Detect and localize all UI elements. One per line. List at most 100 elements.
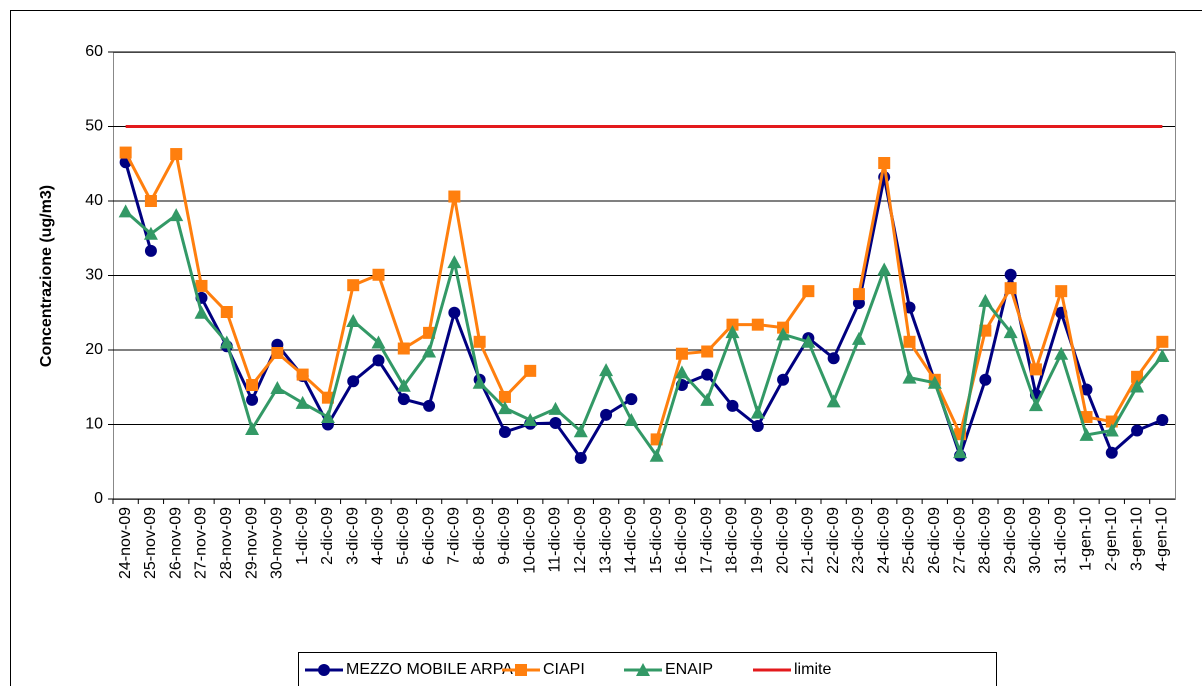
- data-point: [625, 393, 637, 405]
- data-point: [701, 369, 713, 381]
- x-tick-label: 24-nov-09: [117, 507, 134, 579]
- data-point: [1156, 336, 1168, 348]
- x-tick-label: 10-dic-09: [521, 507, 538, 574]
- legend-label: CIAPI: [543, 661, 585, 678]
- x-tick-label: 29-nov-09: [243, 507, 260, 579]
- y-tick-label: 50: [85, 118, 103, 135]
- data-point: [1005, 282, 1017, 294]
- x-tick-label: 26-dic-09: [926, 507, 943, 574]
- x-tick-label: 22-dic-09: [825, 507, 842, 574]
- data-point: [802, 285, 814, 297]
- x-tick-label: 30-nov-09: [269, 507, 286, 579]
- data-point: [398, 393, 410, 405]
- data-point: [1030, 363, 1042, 375]
- x-tick-label: 16-dic-09: [673, 507, 690, 574]
- data-point: [676, 348, 688, 360]
- x-tick-label: 14-dic-09: [623, 507, 640, 574]
- data-point: [246, 394, 258, 406]
- x-tick-label: 28-nov-09: [218, 507, 235, 579]
- x-tick-label: 9-dic-09: [496, 507, 513, 565]
- y-tick-label: 40: [85, 192, 103, 209]
- y-axis-label: Concentrazione (ug/m3): [38, 185, 55, 367]
- x-tick-label: 8-dic-09: [471, 507, 488, 565]
- data-point: [752, 420, 764, 432]
- x-tick-label: 19-dic-09: [749, 507, 766, 574]
- y-tick-label: 20: [85, 341, 103, 358]
- data-point: [196, 280, 208, 292]
- x-tick-label: 31-dic-09: [1052, 507, 1069, 574]
- legend-label: MEZZO MOBILE ARPA: [346, 661, 513, 678]
- legend-label: ENAIP: [665, 661, 713, 678]
- x-tick-label: 2-gen-10: [1103, 507, 1120, 571]
- x-tick-label: 28-dic-09: [977, 507, 994, 574]
- data-point: [727, 400, 739, 412]
- data-point: [170, 148, 182, 160]
- x-tick-label: 15-dic-09: [648, 507, 665, 574]
- x-tick-label: 4-dic-09: [370, 507, 387, 565]
- data-point: [828, 352, 840, 364]
- x-tick-label: 1-dic-09: [294, 507, 311, 565]
- x-tick-label: 25-nov-09: [142, 507, 159, 579]
- data-point: [524, 365, 536, 377]
- x-tick-label: 1-gen-10: [1078, 507, 1095, 571]
- x-tick-label: 17-dic-09: [698, 507, 715, 574]
- data-point: [474, 336, 486, 348]
- data-point: [221, 306, 233, 318]
- data-point: [398, 343, 410, 355]
- data-point: [246, 379, 258, 391]
- data-point: [499, 426, 511, 438]
- x-tick-label: 5-dic-09: [395, 507, 412, 565]
- x-tick-label: 25-dic-09: [901, 507, 918, 574]
- data-point: [904, 336, 916, 348]
- data-point: [550, 417, 562, 429]
- x-tick-label: 27-nov-09: [193, 507, 210, 579]
- data-point: [448, 307, 460, 319]
- data-point: [1106, 447, 1118, 459]
- data-point: [1156, 414, 1168, 426]
- data-point: [145, 195, 157, 207]
- data-point: [752, 319, 764, 331]
- y-tick-label: 10: [85, 416, 103, 433]
- x-tick-label: 13-dic-09: [597, 507, 614, 574]
- legend-marker: [515, 664, 527, 676]
- x-tick-label: 12-dic-09: [572, 507, 589, 574]
- data-point: [1131, 424, 1143, 436]
- x-tick-label: 2-dic-09: [319, 507, 336, 565]
- data-point: [1005, 269, 1017, 281]
- x-tick-label: 29-dic-09: [1002, 507, 1019, 574]
- data-point: [575, 452, 587, 464]
- data-point: [145, 245, 157, 257]
- x-tick-label: 18-dic-09: [724, 507, 741, 574]
- x-tick-label: 11-dic-09: [547, 507, 564, 573]
- data-point: [701, 345, 713, 357]
- data-point: [878, 157, 890, 169]
- legend-marker: [318, 664, 330, 676]
- y-tick-label: 30: [85, 267, 103, 284]
- y-tick-label: 60: [85, 43, 103, 60]
- y-tick-label: 0: [94, 490, 103, 507]
- data-point: [373, 354, 385, 366]
- legend-label: limite: [794, 661, 831, 678]
- data-point: [853, 288, 865, 300]
- x-tick-label: 6-dic-09: [420, 507, 437, 565]
- data-point: [979, 374, 991, 386]
- x-tick-label: 23-dic-09: [850, 507, 867, 574]
- x-tick-label: 7-dic-09: [446, 507, 463, 565]
- data-point: [777, 374, 789, 386]
- data-point: [600, 409, 612, 421]
- x-tick-label: 26-nov-09: [167, 507, 184, 579]
- data-point: [423, 400, 435, 412]
- x-tick-label: 27-dic-09: [951, 507, 968, 574]
- data-point: [347, 375, 359, 387]
- data-point: [297, 369, 309, 381]
- x-tick-label: 24-dic-09: [875, 507, 892, 574]
- data-point: [1055, 285, 1067, 297]
- data-point: [373, 269, 385, 281]
- data-point: [120, 147, 132, 159]
- data-point: [448, 191, 460, 203]
- data-point: [271, 347, 283, 359]
- x-tick-label: 20-dic-09: [774, 507, 791, 574]
- data-point: [347, 279, 359, 291]
- x-tick-label: 3-dic-09: [344, 507, 361, 565]
